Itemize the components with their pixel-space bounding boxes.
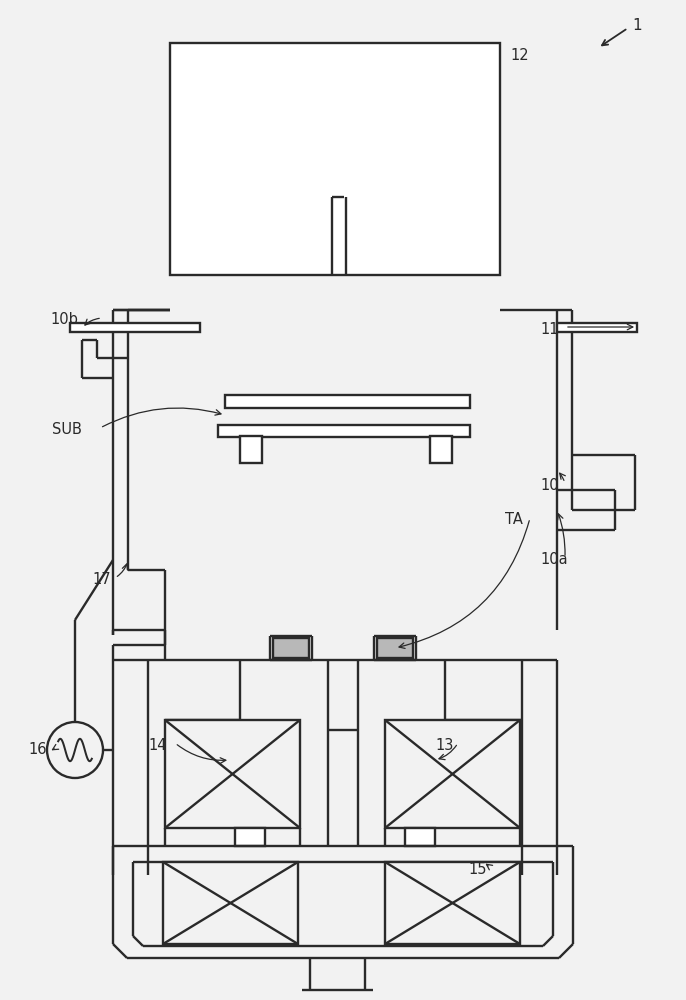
Text: 13: 13 (435, 738, 453, 752)
Bar (225, 395, 470, 408)
Text: SUB: SUB (52, 422, 82, 438)
Text: 17: 17 (92, 572, 110, 587)
Text: 11: 11 (540, 322, 558, 338)
Bar (235, 828, 265, 846)
Text: 10a: 10a (540, 552, 567, 568)
Text: 10b: 10b (50, 312, 78, 328)
Bar (557, 323, 637, 332)
Bar (70, 323, 200, 332)
Text: 10: 10 (540, 478, 558, 492)
Bar (385, 720, 520, 828)
Bar (377, 638, 413, 658)
Text: 16: 16 (28, 742, 47, 758)
Bar (430, 436, 452, 463)
Bar (170, 43, 500, 275)
Text: TA: TA (505, 512, 523, 528)
Bar (218, 425, 470, 437)
Bar (405, 828, 435, 846)
Text: 12: 12 (510, 48, 529, 64)
Text: 14: 14 (148, 738, 167, 752)
Bar (165, 720, 300, 828)
Bar (273, 638, 309, 658)
Text: 15: 15 (468, 862, 486, 878)
Bar (385, 862, 520, 944)
Text: 1: 1 (632, 18, 641, 33)
Bar (240, 436, 262, 463)
Bar (163, 862, 298, 944)
